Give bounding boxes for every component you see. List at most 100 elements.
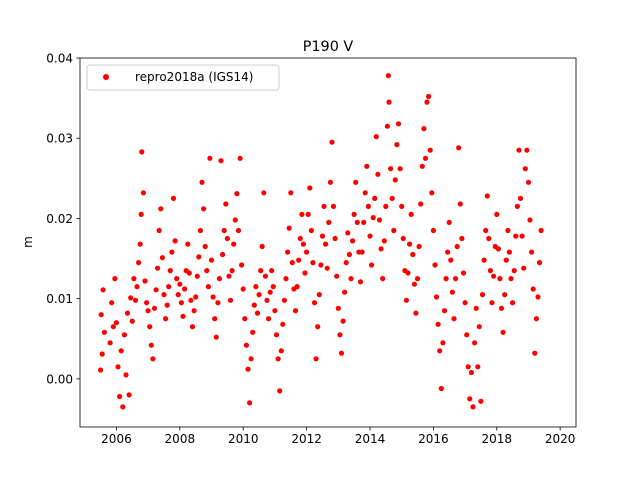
- data-point: [422, 155, 429, 161]
- data-point: [261, 190, 267, 196]
- data-point: [153, 287, 159, 293]
- data-point: [224, 235, 230, 242]
- data-points: [98, 73, 544, 410]
- data-point: [400, 235, 406, 242]
- data-point: [332, 235, 338, 242]
- data-point: [166, 284, 172, 290]
- y-tick-label: 0.03: [46, 132, 73, 146]
- data-point: [170, 195, 177, 201]
- data-point: [427, 147, 433, 153]
- data-point: [210, 294, 216, 300]
- data-point: [280, 321, 286, 327]
- data-point: [321, 203, 327, 209]
- data-point: [188, 297, 194, 303]
- data-point: [207, 155, 213, 161]
- data-point: [126, 392, 132, 398]
- data-point: [99, 351, 105, 357]
- data-point: [283, 276, 289, 282]
- data-point: [273, 332, 280, 338]
- data-point: [364, 163, 370, 169]
- data-point: [234, 191, 240, 197]
- data-point: [151, 305, 158, 311]
- data-point: [457, 201, 463, 207]
- data-point: [129, 318, 135, 324]
- data-point: [472, 340, 478, 346]
- data-point: [292, 308, 299, 314]
- data-point: [123, 372, 129, 378]
- data-point: [147, 324, 153, 330]
- data-point: [300, 241, 306, 247]
- data-point: [373, 134, 379, 140]
- data-point: [353, 179, 359, 185]
- data-point: [359, 249, 365, 255]
- data-point: [98, 367, 104, 373]
- data-point: [158, 206, 164, 212]
- data-point: [254, 310, 261, 316]
- data-point: [468, 369, 474, 376]
- data-point: [156, 227, 162, 234]
- data-point: [145, 308, 151, 314]
- legend-marker: [103, 74, 109, 80]
- data-point: [118, 348, 124, 354]
- data-point: [316, 292, 322, 298]
- data-point: [498, 305, 505, 311]
- x-tick-label: 2016: [418, 432, 449, 446]
- data-point: [397, 166, 403, 172]
- data-point: [516, 147, 522, 153]
- data-point: [286, 225, 292, 231]
- data-point: [443, 276, 449, 282]
- data-point: [120, 404, 126, 410]
- data-point: [449, 289, 455, 295]
- data-point: [220, 251, 226, 258]
- data-point: [216, 276, 223, 282]
- data-point: [429, 190, 435, 196]
- data-point: [323, 241, 329, 247]
- data-point: [505, 227, 511, 234]
- data-point: [142, 278, 148, 284]
- data-point: [218, 158, 224, 164]
- y-tick-label: 0.02: [46, 212, 73, 226]
- data-point: [231, 241, 237, 247]
- data-point: [367, 233, 373, 239]
- data-point: [185, 241, 191, 247]
- data-point: [270, 284, 276, 290]
- data-point: [150, 356, 156, 362]
- data-point: [370, 215, 376, 221]
- data-point: [318, 262, 324, 268]
- data-point: [112, 276, 118, 282]
- data-point: [250, 329, 256, 335]
- data-point: [479, 292, 486, 298]
- data-point: [285, 249, 291, 255]
- data-point: [140, 190, 146, 196]
- data-point: [329, 139, 335, 145]
- data-point: [533, 316, 540, 322]
- data-point: [435, 321, 441, 327]
- data-point: [419, 163, 425, 169]
- plot-frame: [79, 57, 577, 428]
- data-point: [383, 203, 389, 209]
- data-point: [408, 211, 414, 217]
- data-point: [464, 332, 470, 338]
- data-point: [169, 249, 175, 255]
- data-point: [115, 364, 121, 370]
- data-point: [522, 166, 528, 172]
- data-point: [340, 318, 346, 324]
- data-point: [502, 292, 508, 298]
- data-point: [136, 260, 142, 266]
- data-point: [346, 251, 352, 258]
- data-point: [197, 227, 203, 234]
- data-point: [494, 211, 500, 217]
- data-point: [305, 211, 311, 217]
- data-point: [232, 217, 238, 223]
- data-point: [441, 308, 448, 314]
- data-point: [330, 203, 337, 209]
- data-point: [376, 217, 383, 223]
- data-point: [259, 243, 265, 250]
- data-point: [345, 230, 351, 236]
- data-point: [137, 241, 143, 247]
- data-point: [148, 342, 154, 348]
- data-point: [337, 332, 343, 338]
- data-point: [194, 273, 200, 279]
- data-point: [459, 235, 465, 242]
